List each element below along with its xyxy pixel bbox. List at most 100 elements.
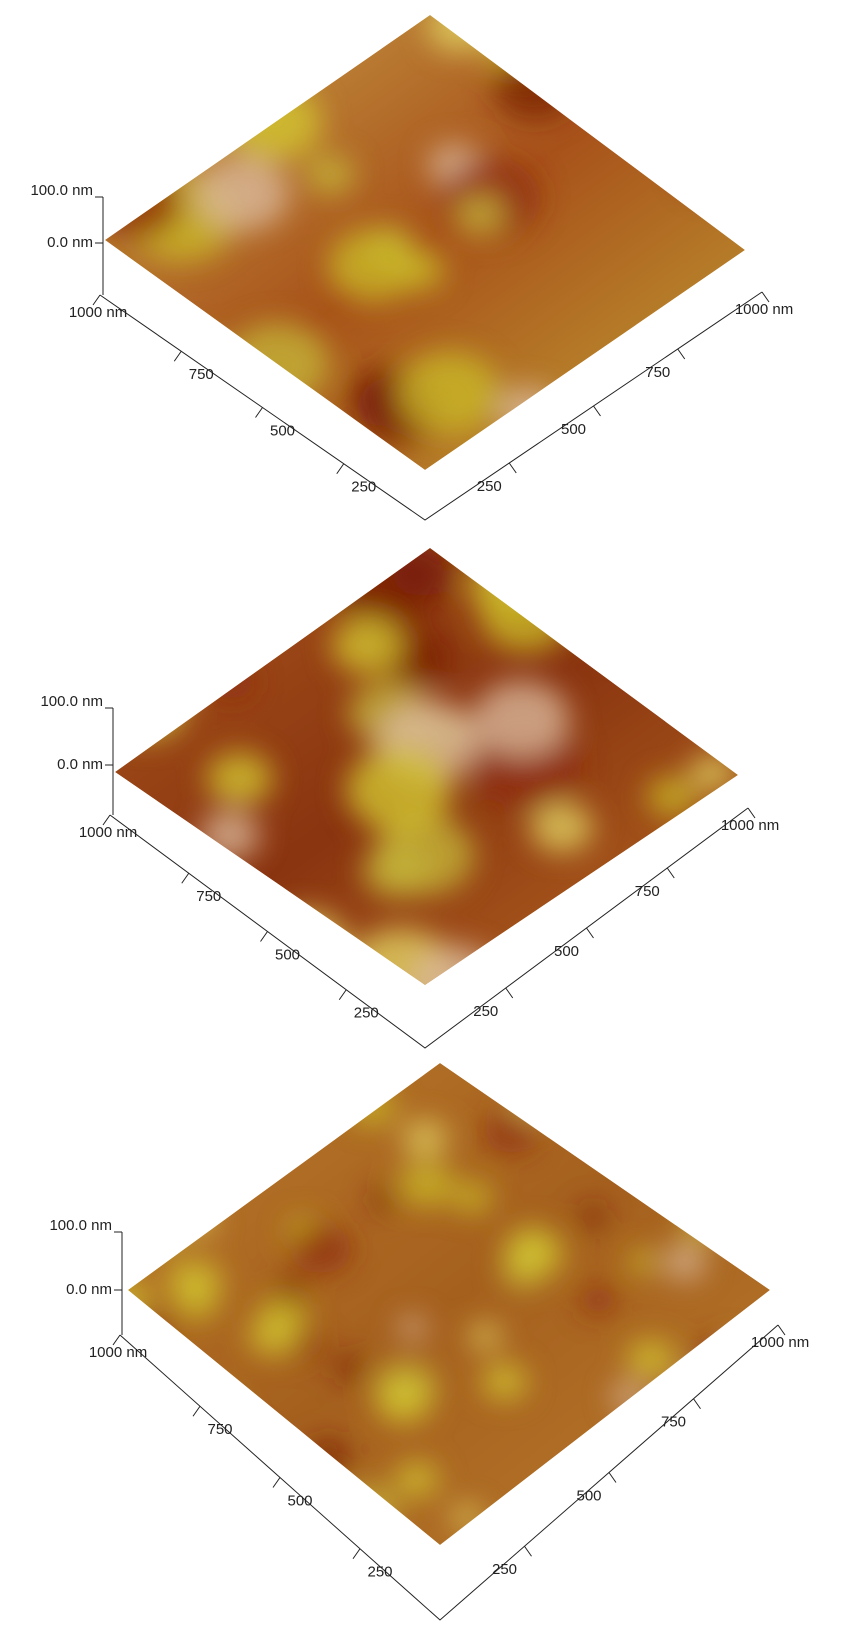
axis-tick [256, 408, 263, 418]
axis-tick [193, 1406, 200, 1416]
surface-bump [328, 229, 419, 302]
surface-bump [482, 1363, 528, 1400]
surface-bump [140, 1216, 180, 1248]
surface-bump [188, 12, 238, 52]
surface-bump [402, 1120, 447, 1156]
surface [109, 536, 738, 1016]
z-top-label: 100.0 nm [30, 182, 93, 199]
surface-bump [627, 1340, 674, 1378]
surface [74, 0, 754, 494]
surface-bump [125, 679, 185, 727]
surface-bump [506, 1231, 564, 1278]
axis-tick-label: 750 [189, 366, 214, 383]
surface-bump [106, 1280, 151, 1316]
surface-bump [427, 0, 494, 53]
afm-figure: 1000 nm 100.0 nm 0.0 nm 250 500 750 1000 nm 250… [0, 0, 864, 1629]
surface-bump [249, 1316, 299, 1356]
axis-tick [353, 1549, 360, 1559]
z-top-label: 100.0 nm [49, 1217, 112, 1234]
axis-tick-label: 250 [351, 479, 376, 496]
axis-tick-label: 500 [576, 1487, 601, 1504]
surface-bump [120, 1168, 152, 1194]
surface-bump [717, 1423, 778, 1472]
surface-bump [530, 802, 593, 852]
axis-tick-label: 1000 nm [735, 301, 793, 318]
axis-tick-label: 1000 nm [79, 824, 137, 841]
surface-bump [167, 1259, 222, 1303]
axis-tick-label: 500 [270, 422, 295, 439]
axis-tick-label: 250 [367, 1564, 392, 1581]
surface-bump [206, 1041, 264, 1088]
surface-bump [398, 1162, 454, 1207]
axis-tick [694, 1399, 701, 1409]
surface-bump [199, 811, 259, 859]
surface-bump [142, 1168, 188, 1205]
surface-bump [690, 754, 736, 791]
axis-tick [594, 406, 601, 416]
axis-tick-label: 500 [561, 421, 586, 438]
surface-bump [207, 752, 273, 805]
axis-tick [273, 1478, 280, 1488]
axis-tick-label: 250 [477, 478, 502, 495]
surface-bump [138, 913, 188, 953]
axis-tick-label: 1000 nm [751, 1334, 809, 1351]
axis-tick-label: 750 [635, 883, 660, 900]
axis-tick [587, 928, 594, 938]
surface-bump [334, 1354, 365, 1379]
surface-bump [291, 1225, 352, 1273]
z-zero-label: 0.0 nm [57, 756, 103, 773]
surface-bump [333, 536, 445, 626]
axis-tick-label: 250 [492, 1561, 517, 1578]
surface-bump [306, 1439, 351, 1475]
surface-bump [332, 617, 403, 674]
axis-tick-label: 250 [354, 1005, 379, 1022]
surface-bump [664, 1246, 706, 1279]
surface-bump [109, 679, 186, 740]
surface-bump [455, 196, 505, 236]
axis-tick [509, 463, 516, 473]
surface-bump [369, 1189, 397, 1211]
axis-tick [678, 349, 685, 359]
surface-bump [484, 1111, 537, 1153]
surface-bump [303, 1533, 332, 1556]
axis-tick-label: 750 [661, 1414, 686, 1431]
surface-bump [534, 1055, 563, 1078]
axis-tick-label: 1000 nm [89, 1344, 147, 1361]
axis-tick [339, 990, 346, 1000]
axis-tick [525, 1546, 532, 1556]
surface-bump [493, 54, 576, 121]
surface-bump [264, 1506, 301, 1535]
surface [105, 1041, 779, 1556]
axis-tick-label: 500 [554, 943, 579, 960]
surface-bump [105, 1514, 155, 1554]
z-zero-label: 0.0 nm [66, 1281, 112, 1298]
axis-tick [609, 1473, 616, 1483]
surface-bump [473, 680, 570, 757]
surface-bump [74, 48, 167, 123]
axis-tick-label: 1000 nm [721, 817, 779, 834]
afm-panel: 1000 nm 100.0 nm 0.0 nm 250 500 750 1000 nm 250… [30, 0, 793, 520]
surface-bump [397, 352, 500, 434]
surface-bump [343, 1486, 398, 1530]
surface-bump [579, 1206, 608, 1229]
surface-bump [679, 133, 754, 193]
axis-tick [337, 464, 344, 474]
surface-bump [346, 747, 453, 833]
surface-bump [611, 1383, 646, 1411]
surface-bump [275, 1279, 306, 1304]
axis-tick [506, 988, 513, 998]
surface-bump [451, 1505, 482, 1530]
surface-bump [469, 1323, 501, 1349]
surface-bump [262, 910, 348, 979]
axis-tick-label: 750 [196, 888, 221, 905]
surface-bump [680, 1214, 717, 1244]
surface-bump [452, 1181, 492, 1213]
afm-panel: 1000 nm 100.0 nm 0.0 nm 250 500 750 1000 nm 250… [49, 1041, 809, 1620]
axis-tick-label: 500 [287, 1492, 312, 1509]
surface-bump [647, 776, 697, 816]
z-zero-label: 0.0 nm [47, 234, 93, 251]
surface-bump [305, 154, 355, 194]
surface-bump [398, 1316, 427, 1339]
axis-tick-label: 1000 nm [69, 304, 127, 321]
